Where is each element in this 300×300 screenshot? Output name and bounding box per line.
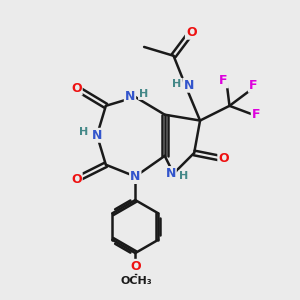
Text: O: O [71,173,82,186]
Text: H: H [179,171,188,181]
Text: F: F [249,79,257,92]
Text: O: O [71,82,82,95]
Text: N: N [130,170,140,183]
Text: F: F [252,108,260,121]
Text: O: O [130,260,141,273]
Text: H: H [139,89,148,99]
Text: H: H [79,127,88,137]
Text: N: N [125,91,135,103]
Text: F: F [219,74,228,87]
Text: O: O [186,26,196,39]
Text: O: O [218,152,229,165]
Text: H: H [172,79,182,89]
Text: N: N [184,79,194,92]
Text: OCH₃: OCH₃ [121,276,153,286]
Text: N: N [165,167,176,180]
Text: N: N [92,129,102,142]
